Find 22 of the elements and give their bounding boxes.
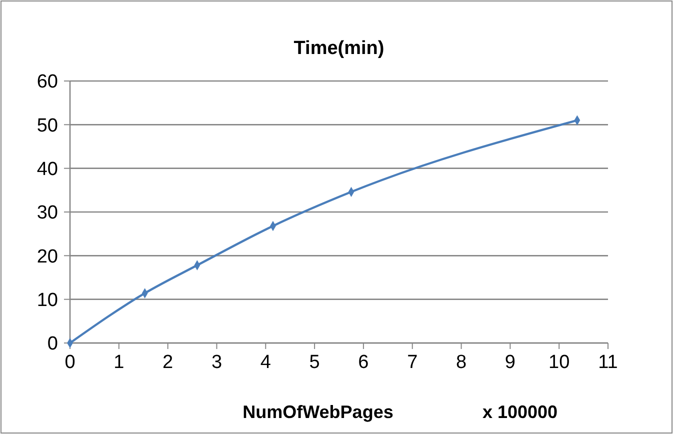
x-tick-label: 5 xyxy=(309,352,320,373)
x-axis-title: NumOfWebPages xyxy=(242,402,394,422)
x-tick-label: 2 xyxy=(162,352,174,373)
x-tick-label: 1 xyxy=(114,352,124,373)
x-tick-label: 4 xyxy=(260,352,272,373)
y-tick-label: 10 xyxy=(36,290,58,311)
y-tick-label: 20 xyxy=(36,246,58,268)
x-tick-label: 7 xyxy=(407,352,418,373)
x-tick-label: 9 xyxy=(504,352,516,373)
y-tick-label: 30 xyxy=(36,202,58,224)
chart-title: Time(min) xyxy=(294,38,384,59)
x-tick-label: 10 xyxy=(548,352,570,373)
x-tick-label: 6 xyxy=(358,352,369,373)
x-tick-label: 0 xyxy=(64,352,76,373)
y-tick-label: 50 xyxy=(36,115,58,136)
y-tick-label: 60 xyxy=(36,72,58,93)
y-tick-label: 40 xyxy=(36,158,58,180)
y-tick-label: 0 xyxy=(47,334,58,355)
x-tick-label: 11 xyxy=(598,352,618,373)
x-tick-label: 3 xyxy=(211,352,222,373)
x-tick-label: 8 xyxy=(456,352,467,373)
text: x 100000 xyxy=(482,402,558,422)
